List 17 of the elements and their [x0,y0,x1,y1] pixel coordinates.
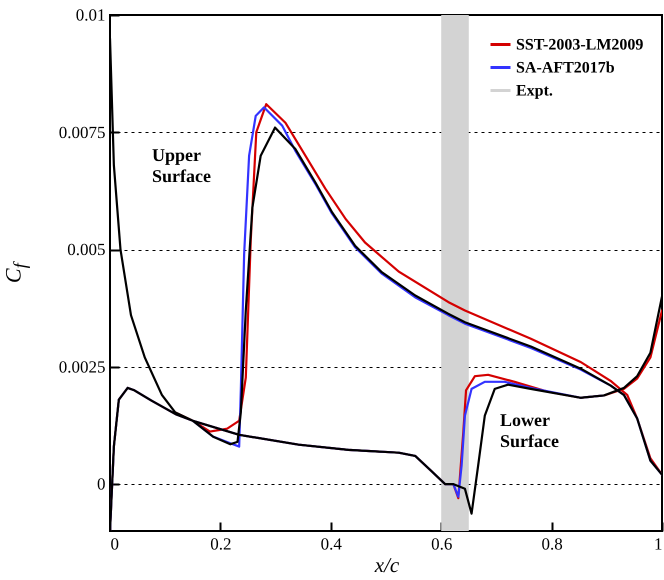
y-tick-label: 0.0025 [58,357,106,376]
x-tick-label: 0.6 [431,534,452,554]
x-tick-label: 0.4 [320,534,342,554]
x-axis-title: x/c [374,553,400,577]
y-tick-label: 0.0075 [58,122,106,142]
y-tick-label: 0 [97,474,106,494]
x-tick-label: 0 [110,534,119,554]
x-tick-label: 1 [654,534,662,554]
x-tick-label: 0.8 [541,534,563,554]
y-tick-label: 0.005 [67,240,106,260]
legend-label: SST-2003-LM2009 [516,36,644,54]
band-label: Expt. [516,82,553,100]
x-tick-label: 0.2 [210,534,232,554]
legend-label: SA-AFT2017b [516,60,615,76]
annotation: Lower Surface [500,410,560,452]
y-tick-label: 0.01 [76,6,106,24]
annotation: Upper Surface [152,145,212,187]
